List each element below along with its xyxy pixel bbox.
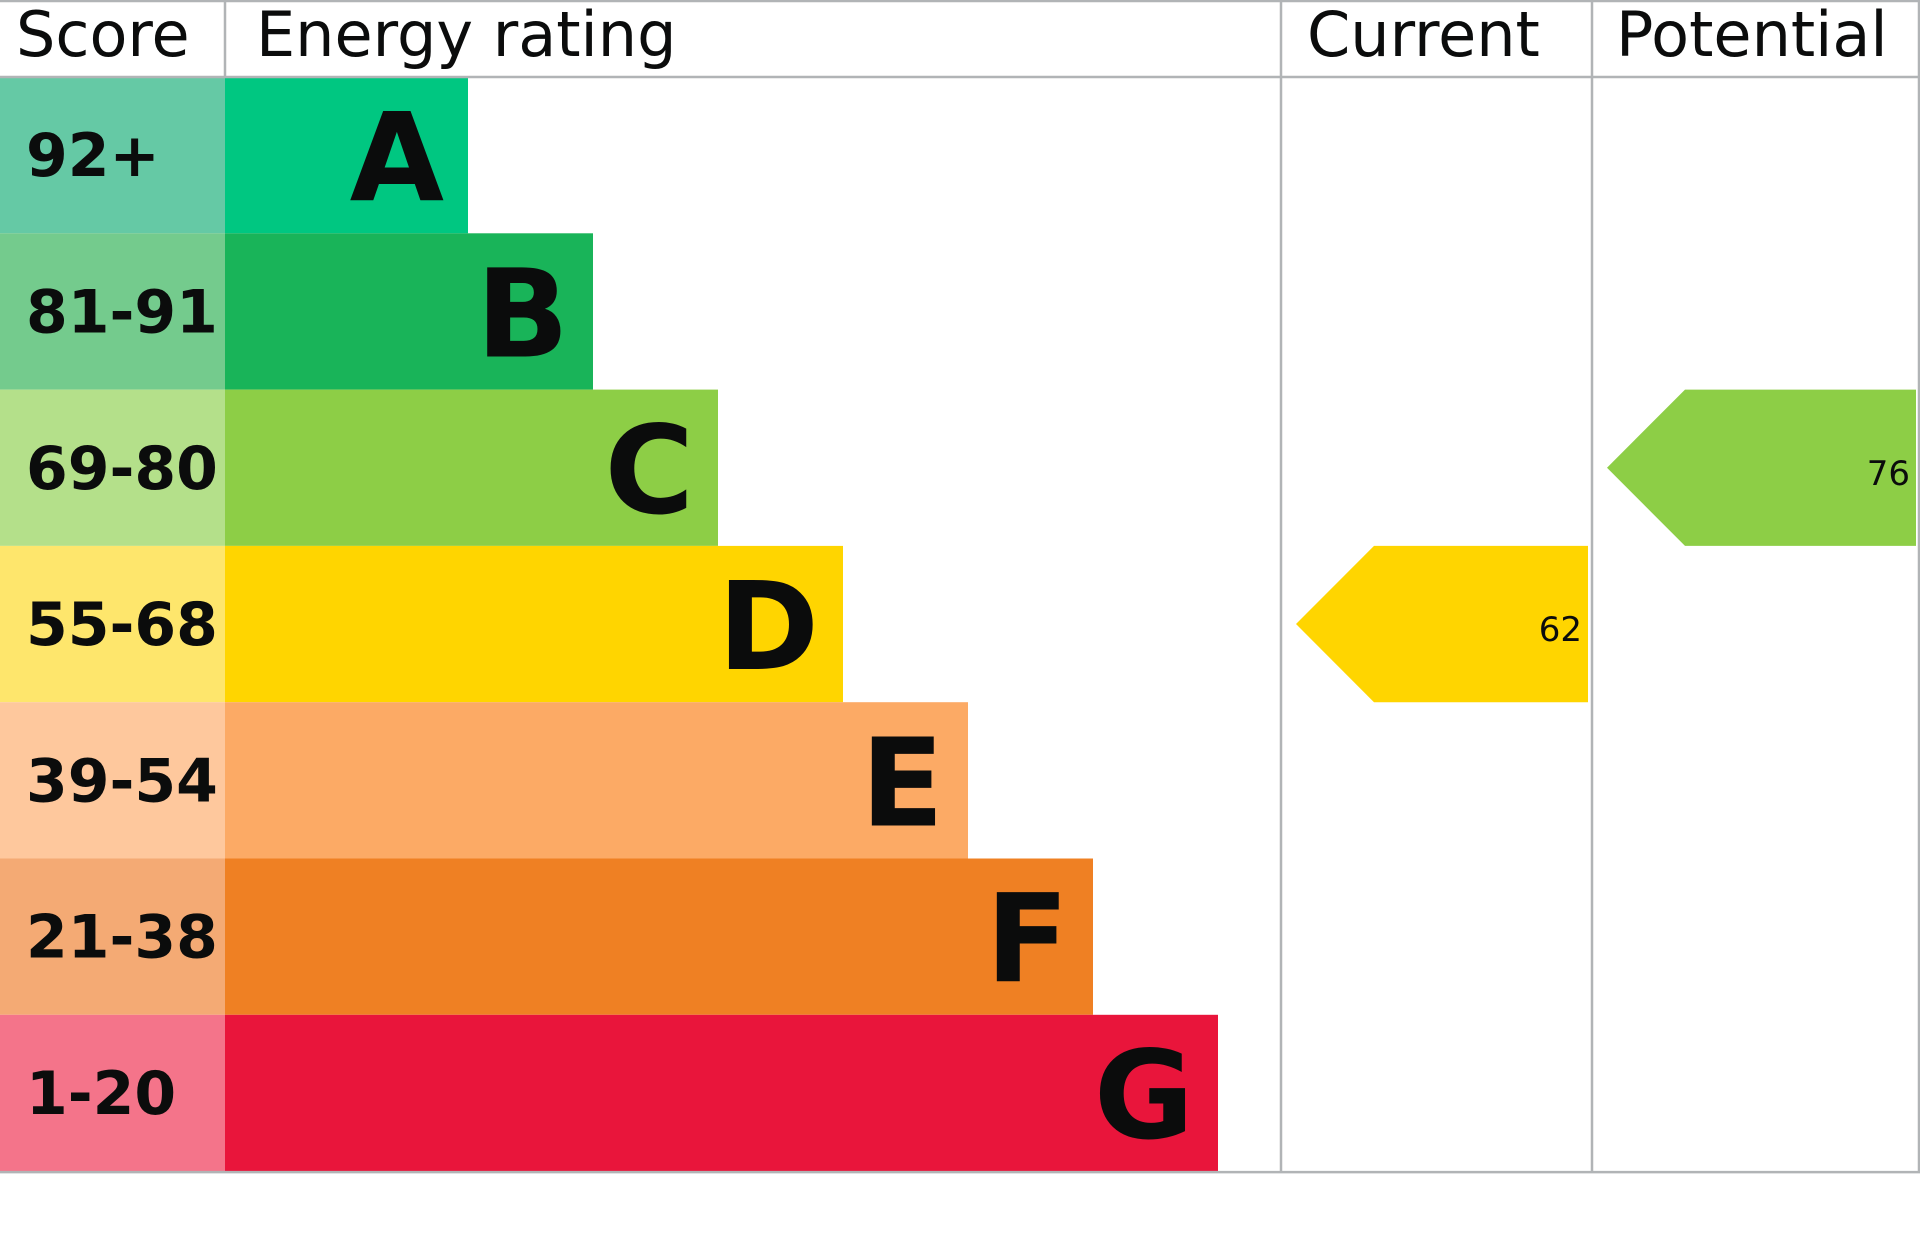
- potential-rating-value: 76: [1867, 454, 1910, 494]
- band-bar-F: [225, 858, 1093, 1015]
- band-letter: D: [718, 556, 819, 698]
- band-letter: F: [986, 869, 1069, 1011]
- rating-arrows: 62 76: [1296, 389, 1916, 703]
- bands: 92+ A 81-91 B 69-80 C 55-68 D 39-54 E 21-38 F 1-20 G: [0, 77, 1218, 1172]
- score-cell-F: [0, 858, 225, 1015]
- band-bar-G: [225, 1014, 1218, 1172]
- score-range: 1-20: [26, 1059, 176, 1129]
- header-energy-rating: Energy rating: [256, 0, 676, 71]
- band-bar-E: [225, 702, 968, 859]
- score-range: 92+: [26, 121, 160, 191]
- header-potential: Potential: [1616, 0, 1888, 71]
- gridlines: [0, 0, 1920, 1174]
- band-bar-B: [225, 233, 593, 390]
- score-range: 81-91: [26, 277, 218, 347]
- score-range: 21-38: [26, 903, 218, 973]
- band-bar-D: [225, 545, 843, 703]
- score-range: 39-54: [26, 746, 218, 816]
- band-letter: A: [350, 87, 444, 229]
- score-range: 69-80: [26, 434, 218, 504]
- band-bar-C: [225, 389, 718, 546]
- band-bar-A: [225, 77, 468, 234]
- current-rating-arrow: [1296, 545, 1588, 703]
- potential-rating-arrow: [1607, 389, 1916, 546]
- score-cell-B: [0, 233, 225, 390]
- header-current: Current: [1307, 0, 1540, 71]
- band-letter: E: [861, 712, 944, 854]
- score-cell-D: [0, 545, 225, 703]
- score-range: 55-68: [26, 590, 218, 660]
- band-letter: B: [476, 243, 569, 385]
- current-rating-value: 62: [1539, 610, 1582, 650]
- score-cell-A: [0, 77, 225, 234]
- band-letter: G: [1094, 1025, 1194, 1167]
- band-letter: C: [604, 400, 694, 542]
- score-cell-G: [0, 1014, 225, 1172]
- score-cell-E: [0, 702, 225, 859]
- score-cell-C: [0, 389, 225, 546]
- header-score: Score: [16, 0, 190, 71]
